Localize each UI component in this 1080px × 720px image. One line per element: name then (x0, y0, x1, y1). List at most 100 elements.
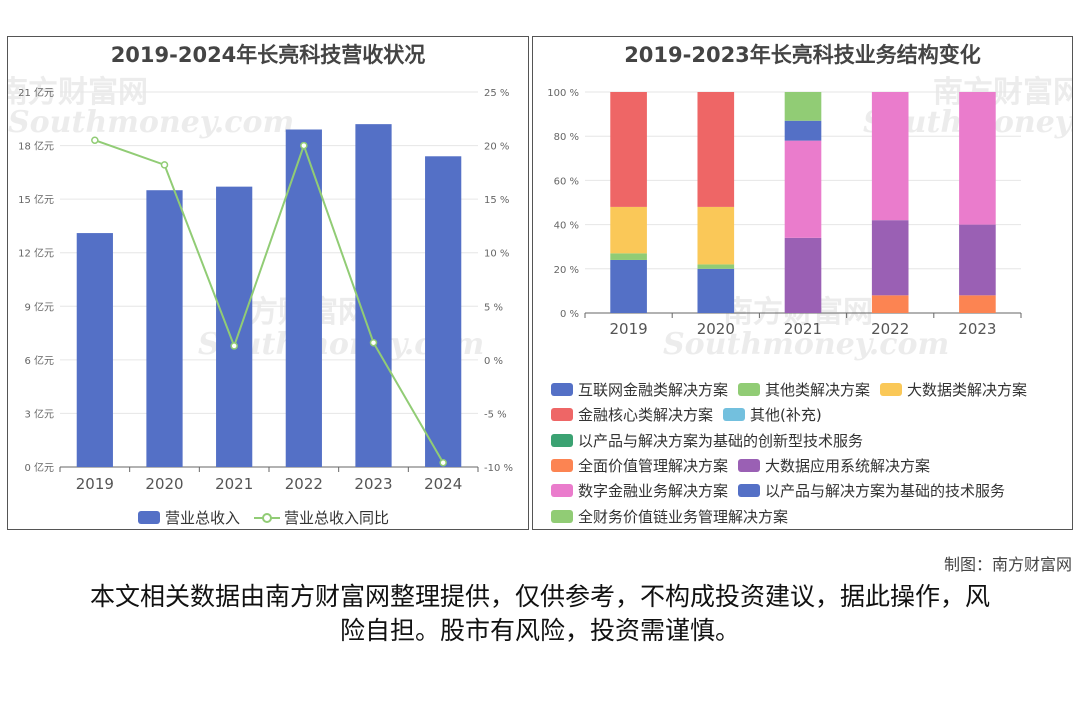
y-right-tick-label: 25 % (484, 88, 509, 99)
revenue-bar (285, 129, 322, 467)
revenue-bar (146, 190, 183, 467)
legend-label: 全财务价值链业务管理解决方案 (578, 507, 789, 526)
stack-segment (610, 92, 647, 207)
yoy-point (91, 136, 99, 144)
y-right-tick-label: -10 % (484, 463, 513, 474)
x-tick-label: 2024 (424, 475, 462, 493)
x-tick-label: 2023 (958, 320, 996, 338)
legend-row: 以产品与解决方案为基础的创新型技术服务 (551, 430, 873, 451)
legend-swatch (551, 383, 573, 396)
stack-segment (959, 295, 996, 313)
legend-row: 金融核心类解决方案 其他(补充) (551, 404, 832, 425)
y-left-tick-label: 9 亿元 (24, 300, 54, 313)
legend-label: 金融核心类解决方案 (578, 406, 714, 425)
legend-item: 以产品与解决方案为基础的技术服务 (738, 480, 1005, 501)
legend-swatch (551, 509, 573, 523)
revenue-bar (355, 124, 392, 468)
revenue-bar (425, 156, 462, 467)
y-tick-label: 60 % (554, 176, 579, 187)
y-right-tick-label: 5 % (484, 302, 503, 313)
x-tick-label: 2019 (610, 320, 648, 338)
revenue-bar (76, 233, 113, 467)
chart-title: 2019-2024年长亮科技营收状况 (110, 43, 426, 67)
stack-segment (784, 237, 822, 313)
yoy-point (230, 342, 238, 350)
legend-bar-label: 营业总收入 (165, 509, 241, 527)
x-tick-label: 2022 (285, 475, 323, 493)
y-left-tick-label: 15 亿元 (18, 193, 54, 206)
legend-swatch (551, 408, 573, 422)
y-right-tick-label: -5 % (484, 409, 507, 420)
legend-swatch (738, 484, 761, 498)
legend-label: 大数据应用系统解决方案 (765, 456, 931, 475)
revenue-bar (216, 186, 253, 467)
legend-line-label: 营业总收入同比 (284, 509, 390, 527)
x-tick-label: 2021 (215, 475, 253, 493)
y-tick-label: 40 % (554, 221, 579, 232)
legend-label: 其他类解决方案 (765, 381, 871, 399)
legend-label: 互联网金融类解决方案 (578, 381, 729, 399)
yoy-point (369, 338, 378, 347)
stack-segment (959, 224, 996, 296)
legend-item: 其他类解决方案 (738, 379, 870, 400)
stack-segment (959, 92, 996, 225)
legend-bar-swatch (138, 511, 160, 524)
y-tick-label: 20 % (554, 265, 579, 276)
y-right-tick-label: 0 % (484, 356, 503, 367)
legend-row: 全财务价值链业务管理解决方案 (551, 506, 798, 527)
structure-chart-svg: 0 % 20 % 40 % 60 % 80 % 100 % 2019 2020 2021 2022… (547, 88, 1022, 338)
legend-row: 互联网金融类解决方案 其他类解决方案 大数据类解决方案 (551, 379, 1037, 400)
legend-swatch (723, 408, 746, 422)
legend-label: 以产品与解决方案为基础的创新型技术服务 (578, 431, 864, 450)
revenue-chart-svg: 0 亿元 3 亿元 6 亿元 9 亿元 12 亿元 15 亿元 18 亿元 21 亿元 -10 … (18, 86, 513, 493)
legend-swatch (738, 383, 761, 396)
yoy-point (439, 458, 447, 467)
x-tick-label: 2020 (145, 475, 183, 493)
revenue-legend: 营业总收入 营业总收入同比 (138, 507, 389, 528)
x-tick-label: 2020 (697, 320, 735, 338)
business-structure-panel: 南方财富网 Southmoney.com 南方财富网 Southmoney.co… (532, 36, 1073, 530)
chart-title: 2019-2023年长亮科技业务结构变化 (624, 43, 981, 67)
legend-item: 全财务价值链业务管理解决方案 (551, 506, 788, 527)
legend-row: 数字金融业务解决方案 以产品与解决方案为基础的技术服务 (551, 480, 1015, 501)
stack-segment (784, 120, 822, 141)
disclaimer-text: 本文相关数据由南方财富网整理提供，仅供参考，不构成投资建议，据此操作，风险自担。… (89, 582, 990, 645)
legend-label: 其他(补充) (750, 406, 822, 425)
y-tick-label: 0 % (560, 309, 579, 320)
stack-segment (697, 92, 735, 207)
y-left-tick-label: 18 亿元 (18, 140, 54, 153)
legend-line-swatch (254, 512, 281, 523)
legend-item: 全面价值管理解决方案 (551, 455, 728, 476)
stack-segment (610, 259, 647, 313)
y-left-tick-label: 21 亿元 (18, 86, 54, 99)
legend-item: 大数据类解决方案 (880, 379, 1027, 400)
y-tick-label: 80 % (554, 132, 579, 143)
legend-item: 数字金融业务解决方案 (551, 480, 728, 501)
y-left-tick-label: 0 亿元 (24, 461, 54, 474)
stack-segment (784, 140, 822, 238)
legend-row: 全面价值管理解决方案 大数据应用系统解决方案 (551, 455, 940, 476)
legend-label: 大数据类解决方案 (907, 381, 1028, 399)
x-tick-label: 2019 (76, 475, 114, 493)
stack-segment (784, 92, 822, 121)
legend-item: 其他(补充) (723, 404, 822, 425)
stack-segment (697, 206, 735, 265)
y-right-tick-label: 20 % (484, 142, 509, 153)
legend-item: 金融核心类解决方案 (551, 404, 713, 425)
yoy-point (160, 161, 169, 169)
y-left-tick-label: 3 亿元 (24, 407, 54, 420)
x-tick-label: 2023 (354, 475, 392, 493)
stack-segment (871, 92, 909, 221)
legend-swatch (551, 433, 573, 447)
y-left-tick-label: 6 亿元 (24, 354, 54, 367)
y-left-tick-label: 12 亿元 (18, 247, 54, 260)
legend-label: 全面价值管理解决方案 (578, 456, 729, 475)
legend-swatch (551, 484, 573, 498)
legend-item: 以产品与解决方案为基础的创新型技术服务 (551, 430, 863, 451)
x-tick-label: 2021 (784, 320, 822, 338)
stack-segment (610, 253, 647, 260)
yoy-line (94, 139, 445, 464)
legend-item: 大数据应用系统解决方案 (738, 455, 930, 476)
legend-label: 数字金融业务解决方案 (578, 482, 729, 501)
stack-segment (697, 268, 735, 313)
